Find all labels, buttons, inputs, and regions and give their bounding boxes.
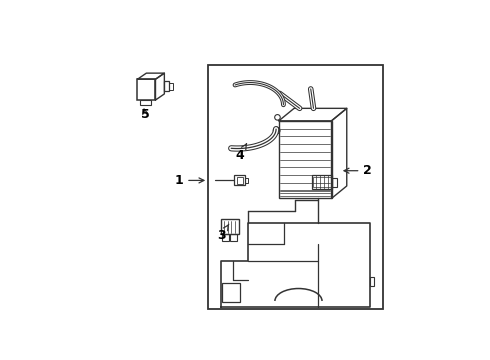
Bar [222, 283, 240, 302]
Text: 3: 3 [217, 224, 229, 242]
Bar [164, 81, 170, 91]
Text: 2: 2 [344, 164, 372, 177]
Text: 4: 4 [235, 144, 246, 162]
Bar [170, 83, 172, 90]
Bar [140, 100, 151, 105]
Bar [332, 177, 337, 186]
Bar [312, 175, 332, 189]
Bar [220, 219, 239, 234]
Bar [313, 177, 331, 187]
Text: 5: 5 [141, 108, 149, 121]
Bar [208, 66, 383, 309]
Text: 1: 1 [174, 174, 204, 187]
Bar [245, 177, 248, 183]
Bar [370, 277, 374, 286]
Bar [237, 177, 243, 184]
Bar [230, 234, 237, 240]
Bar [222, 234, 229, 240]
Bar [138, 79, 155, 100]
Bar [235, 175, 245, 185]
Bar [279, 121, 332, 198]
